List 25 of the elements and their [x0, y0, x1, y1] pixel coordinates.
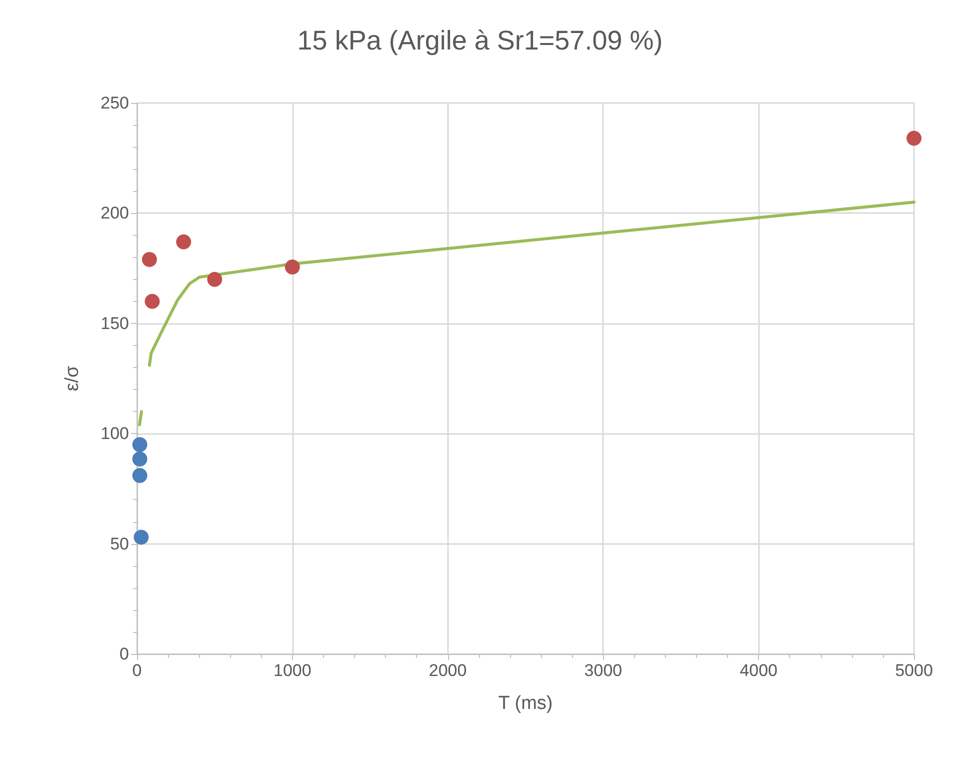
point: [207, 272, 222, 287]
y-axis-title: ε/σ: [62, 365, 83, 392]
y-tick-label: 200: [100, 204, 129, 223]
point: [284, 259, 300, 274]
point: [132, 451, 148, 466]
point: [142, 252, 157, 267]
y-tick-label: 150: [100, 314, 129, 333]
x-tick-label: 2000: [428, 661, 467, 680]
point: [906, 130, 922, 146]
point: [132, 437, 148, 452]
x-axis-title: T (ms): [498, 693, 553, 714]
x-tick-label: 3000: [584, 661, 622, 680]
y-tick-label: 50: [110, 534, 129, 554]
chart-title: 15 kPa (Argile à Sr1=57.09 %): [297, 26, 663, 56]
y-tick-label: 100: [100, 424, 129, 444]
point: [176, 234, 192, 250]
y-tick-label: 0: [120, 644, 129, 664]
y-tick-label: 250: [100, 94, 129, 112]
x-tick-label: 0: [132, 661, 142, 680]
x-tick-label: 4000: [740, 661, 778, 680]
x-tick-label: 1000: [273, 661, 312, 680]
x-tick-label: 5000: [895, 661, 933, 680]
point: [132, 468, 148, 483]
point: [144, 294, 160, 309]
point: [134, 530, 149, 545]
